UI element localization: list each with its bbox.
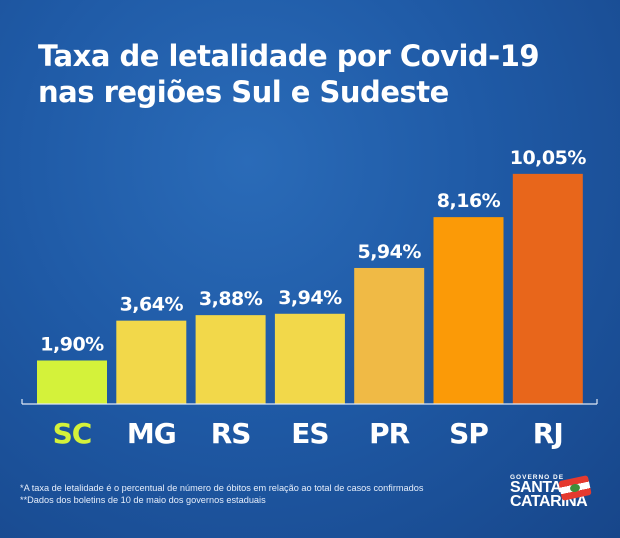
bar-sp [433, 217, 504, 404]
data-label-mg: 3,64% [120, 294, 184, 316]
bar-rj [512, 173, 583, 404]
title-line-1: Taxa de letalidade por Covid-19 [38, 39, 540, 73]
data-label-rj: 10,05% [510, 147, 587, 169]
data-label-sp: 8,16% [437, 190, 501, 212]
category-label-sp: SP [449, 417, 488, 450]
data-label-pr: 5,94% [357, 241, 421, 263]
bar-es [274, 313, 345, 404]
data-label-rs: 3,88% [199, 288, 263, 310]
category-label-pr: PR [369, 417, 410, 450]
chart-title: Taxa de letalidade por Covid-19 nas regi… [38, 38, 540, 110]
bar-rs [195, 315, 266, 404]
footnotes: *A taxa de letalidade é o percentual de … [20, 482, 423, 506]
logo-line-2: SANTA [510, 479, 562, 496]
logo-line-1: GOVERNO DE [510, 474, 565, 481]
bar-pr [354, 267, 425, 404]
category-label-es: ES [291, 417, 328, 450]
title-line-2: nas regiões Sul e Sudeste [38, 75, 449, 109]
footnote-1: *A taxa de letalidade é o percentual de … [20, 483, 424, 493]
footnote-2: **Dados dos boletins de 10 de maio dos g… [20, 495, 266, 505]
category-label-sc: SC [53, 417, 92, 450]
data-label-es: 3,94% [278, 287, 342, 309]
bar-mg [116, 320, 187, 404]
category-label-mg: MG [127, 417, 176, 450]
bar-sc [37, 360, 107, 404]
category-label-rs: RS [211, 417, 251, 450]
data-label-sc: 1,90% [40, 333, 104, 355]
category-label-rj: RJ [533, 417, 563, 450]
